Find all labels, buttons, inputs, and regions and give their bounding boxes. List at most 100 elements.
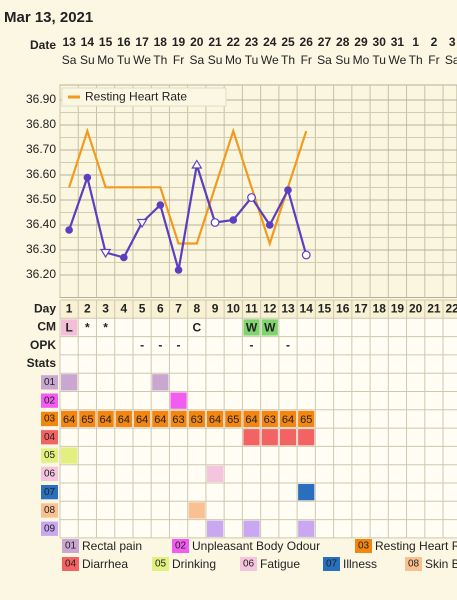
stat-code: 08 bbox=[44, 505, 56, 516]
stat-cell bbox=[243, 410, 260, 428]
legend-label: Resting Heart R bbox=[375, 539, 457, 553]
weekday-label: Fr bbox=[301, 53, 312, 67]
weekday-label: Tu bbox=[245, 53, 259, 67]
stat-cell bbox=[279, 410, 297, 428]
point bbox=[65, 226, 73, 234]
legend-code-box bbox=[240, 557, 257, 571]
stat-code-box bbox=[41, 411, 58, 427]
date-label: 22 bbox=[227, 35, 241, 49]
stat-cell bbox=[152, 410, 169, 428]
stat-cell bbox=[206, 465, 224, 482]
stat-cell bbox=[133, 410, 151, 428]
weekday-label: We bbox=[133, 53, 151, 67]
day-row-bg bbox=[60, 300, 457, 319]
cm-value: W bbox=[264, 321, 276, 335]
legend-label: Resting Heart Rate bbox=[85, 90, 187, 104]
series-line bbox=[68, 164, 308, 271]
opk-value: - bbox=[177, 338, 181, 352]
stat-cell bbox=[261, 429, 278, 446]
stat-code: 02 bbox=[44, 395, 56, 406]
day-number: 12 bbox=[263, 301, 277, 315]
date-label: 21 bbox=[208, 35, 222, 49]
y-tick-label: 36.70 bbox=[26, 142, 56, 156]
stat-value: 64 bbox=[118, 414, 130, 426]
stat-code: 06 bbox=[44, 468, 56, 479]
date-label: 1 bbox=[412, 35, 419, 49]
row-label: Stats bbox=[27, 356, 57, 370]
stat-cell bbox=[188, 410, 205, 428]
row-label: OPK bbox=[30, 338, 56, 352]
day-number: 3 bbox=[102, 301, 109, 315]
stat-cell bbox=[206, 520, 224, 537]
weekday-label: Fr bbox=[173, 53, 184, 67]
date-label: 16 bbox=[117, 35, 131, 49]
stat-code: 04 bbox=[44, 432, 56, 443]
legend-box bbox=[61, 87, 227, 107]
stat-cell bbox=[188, 502, 205, 519]
stat-value: 65 bbox=[300, 414, 312, 426]
y-tick-label: 36.20 bbox=[26, 267, 56, 281]
day-number: 6 bbox=[157, 301, 164, 315]
legend-code: 07 bbox=[326, 559, 338, 570]
weekday-label: Mo bbox=[225, 53, 242, 67]
stat-value: 64 bbox=[209, 414, 221, 426]
stat-cell bbox=[61, 410, 78, 428]
legend-code: 01 bbox=[65, 541, 77, 552]
y-tick-label: 36.90 bbox=[26, 92, 56, 106]
date-label: 19 bbox=[172, 35, 186, 49]
stat-code-box bbox=[41, 393, 58, 408]
legend-label: Fatigue bbox=[260, 557, 300, 571]
date-label: 14 bbox=[81, 35, 95, 49]
stat-cell bbox=[279, 429, 297, 446]
stat-value: 63 bbox=[264, 414, 276, 426]
legend-code-box bbox=[323, 557, 340, 571]
stat-cell bbox=[261, 410, 278, 428]
day-number: 2 bbox=[84, 301, 91, 315]
legend-code: 06 bbox=[243, 559, 255, 570]
date-label: 26 bbox=[300, 35, 314, 49]
date-label: 29 bbox=[354, 35, 368, 49]
date-label: 15 bbox=[99, 35, 113, 49]
point bbox=[191, 159, 203, 169]
day-number: 9 bbox=[212, 301, 219, 315]
date-label: 18 bbox=[154, 35, 168, 49]
weekday-label: Sa bbox=[189, 53, 204, 67]
legend-code: 08 bbox=[408, 559, 420, 570]
plot-area bbox=[59, 84, 457, 298]
legend-code: 05 bbox=[155, 559, 167, 570]
stat-cell bbox=[170, 392, 187, 409]
legend-label: Skin B bbox=[425, 557, 457, 571]
legend-code: 03 bbox=[358, 541, 370, 552]
stat-value: 64 bbox=[63, 414, 75, 426]
stat-value: 64 bbox=[245, 414, 257, 426]
day-number: 22 bbox=[445, 301, 457, 315]
stat-value: 65 bbox=[227, 414, 239, 426]
weekday-label: We bbox=[389, 53, 407, 67]
date-label: 31 bbox=[391, 35, 405, 49]
stat-cell bbox=[298, 484, 315, 501]
weekday-label: Sa bbox=[62, 53, 77, 67]
cm-cell bbox=[61, 319, 78, 336]
day-number: 11 bbox=[245, 301, 258, 315]
weekday-label: Tu bbox=[372, 53, 386, 67]
day-number: 10 bbox=[227, 301, 241, 315]
stat-code-box bbox=[41, 521, 58, 536]
y-tick-label: 36.80 bbox=[26, 117, 56, 131]
weekday-label: Sa bbox=[445, 53, 457, 67]
weekday-label: Mo bbox=[97, 53, 114, 67]
cm-value: L bbox=[65, 321, 72, 335]
legend-label: Diarrhea bbox=[82, 557, 128, 571]
day-number: 7 bbox=[175, 301, 182, 315]
legend-code-box bbox=[62, 539, 79, 553]
opk-value: - bbox=[158, 338, 162, 352]
stat-code: 09 bbox=[44, 523, 56, 534]
legend-label: Rectal pain bbox=[82, 539, 142, 553]
stat-cell bbox=[152, 374, 169, 391]
weekday-label: Th bbox=[409, 53, 423, 67]
day-number: 13 bbox=[281, 301, 295, 315]
legend-label: Unpleasant Body Odour bbox=[192, 539, 320, 553]
legend-code-box bbox=[355, 539, 372, 553]
weekday-label: We bbox=[261, 53, 279, 67]
stat-cell bbox=[206, 410, 224, 428]
